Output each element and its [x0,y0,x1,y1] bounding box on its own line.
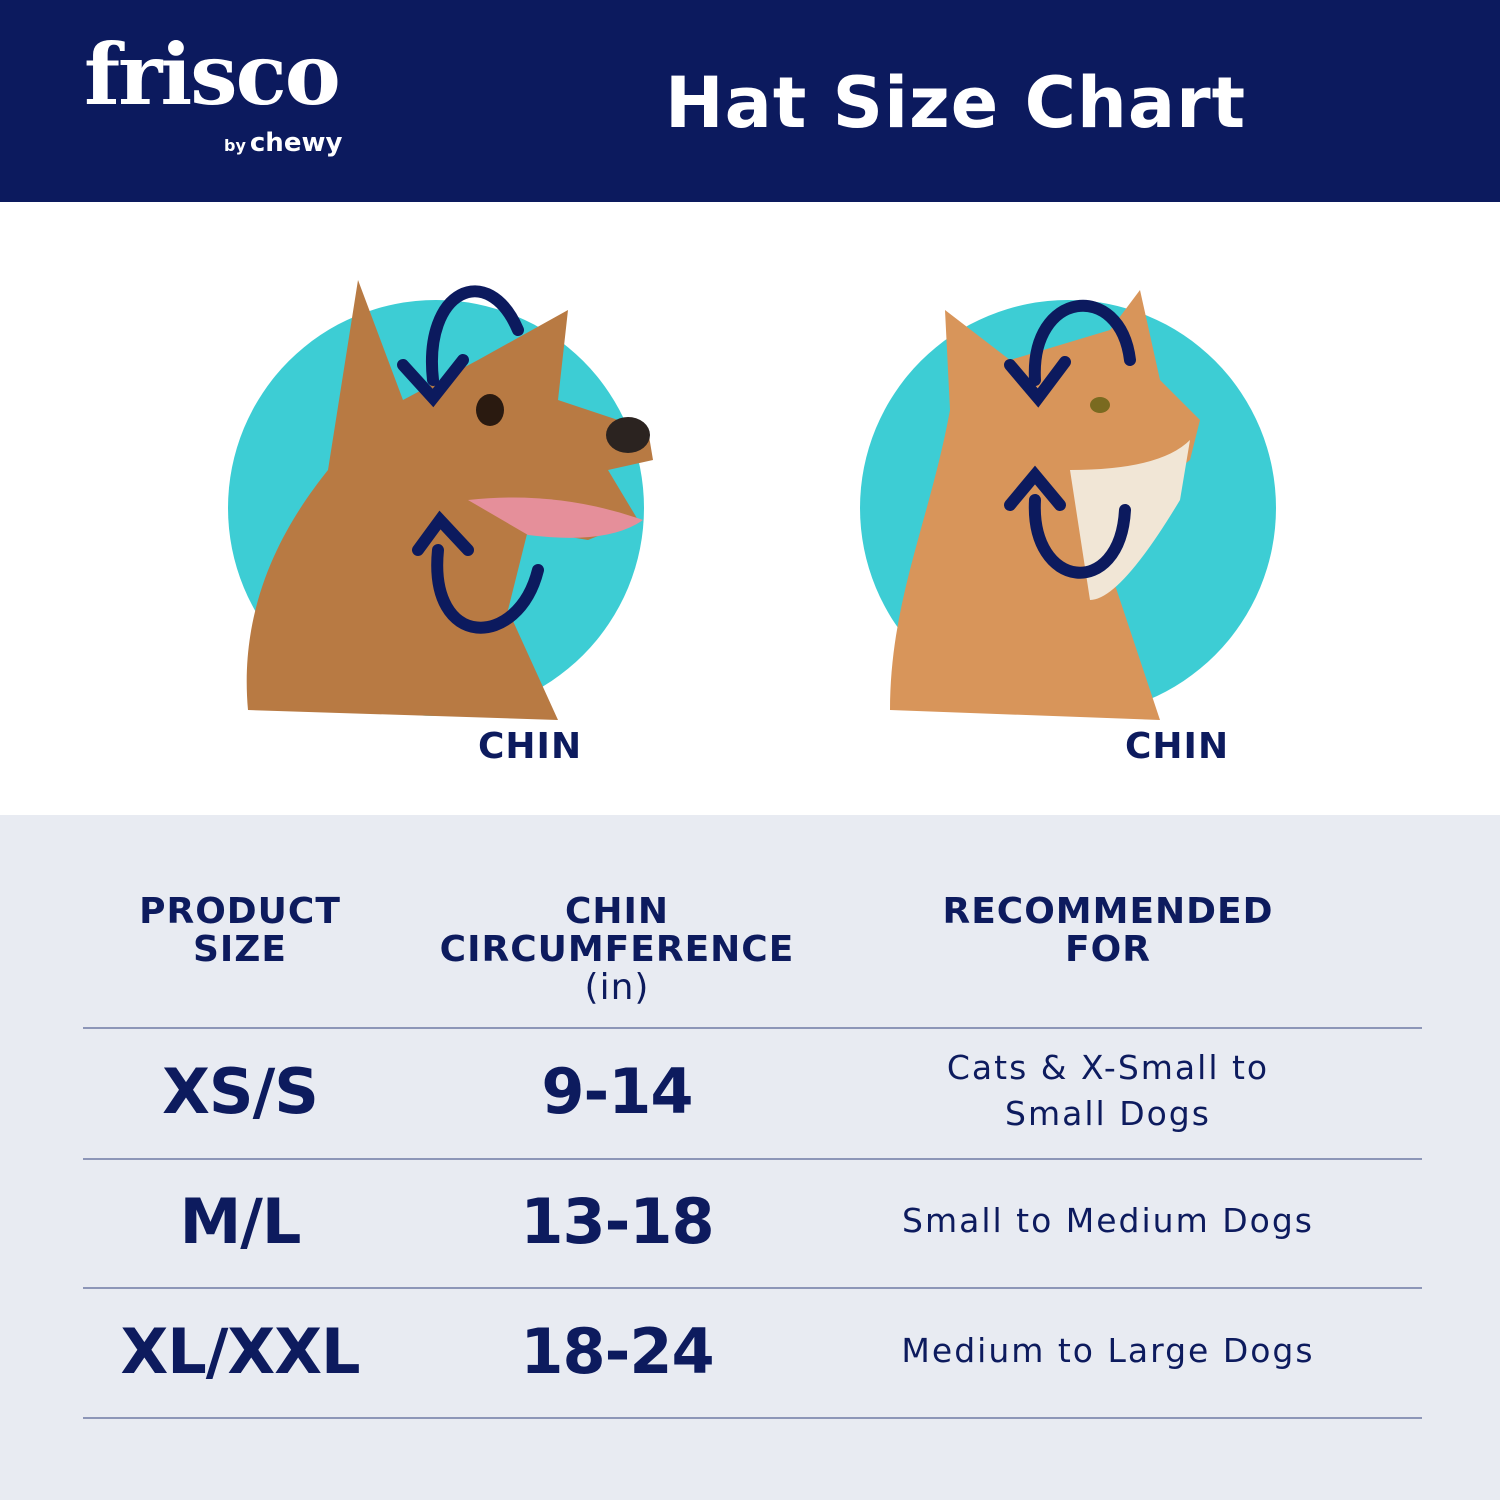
row-size: XS/S [162,1055,319,1128]
logo-byline: by chewy [224,128,342,158]
row-size: M/L [179,1185,302,1258]
divider [83,1287,1422,1289]
cat-chin-label: CHIN [1125,726,1230,767]
row-chin: 13-18 [520,1185,714,1258]
header-line: FOR [1065,929,1151,970]
header-product-size: PRODUCT SIZE [90,893,390,969]
header-line: SIZE [192,929,288,970]
divider [83,1027,1422,1029]
divider [83,1158,1422,1160]
header-banner: frisco by chewy Hat Size Chart [0,0,1500,202]
header-recommended-for: RECOMMENDED FOR [908,893,1308,969]
dog-photo [228,280,653,720]
size-table: PRODUCT SIZE CHIN CIRCUMFERENCE (in) REC… [0,815,1500,1500]
row-chin: 18-24 [520,1315,714,1388]
header-line: CHIN [564,891,670,932]
frisco-logo: frisco by chewy [84,25,342,159]
row-recommended: Cats & X-Small to Small Dogs [946,1048,1270,1133]
measure-arrow-icon [1004,299,1136,579]
row-recommended: Medium to Large Dogs [901,1331,1315,1370]
cat-photo [860,290,1276,720]
dog-illustration [246,280,653,720]
measure-arrow-icon [397,285,544,634]
page-title: Hat Size Chart [665,62,1247,144]
logo-by: by [224,136,246,155]
header-chin-circumference: CHIN CIRCUMFERENCE (in) [417,893,817,1007]
header-line: RECOMMENDED [942,891,1274,932]
cat-illustration [890,290,1200,720]
logo-text: frisco [84,25,341,124]
row-recommended: Small to Medium Dogs [902,1201,1314,1240]
header-line: CIRCUMFERENCE [439,929,795,970]
row-chin: 9-14 [541,1055,693,1128]
header-line: PRODUCT [139,891,341,932]
row-size: XL/XXL [120,1315,360,1388]
logo-chewy: chewy [249,128,343,158]
header-unit: (in) [584,967,650,1008]
dog-chin-label: CHIN [478,726,583,767]
divider [83,1417,1422,1419]
